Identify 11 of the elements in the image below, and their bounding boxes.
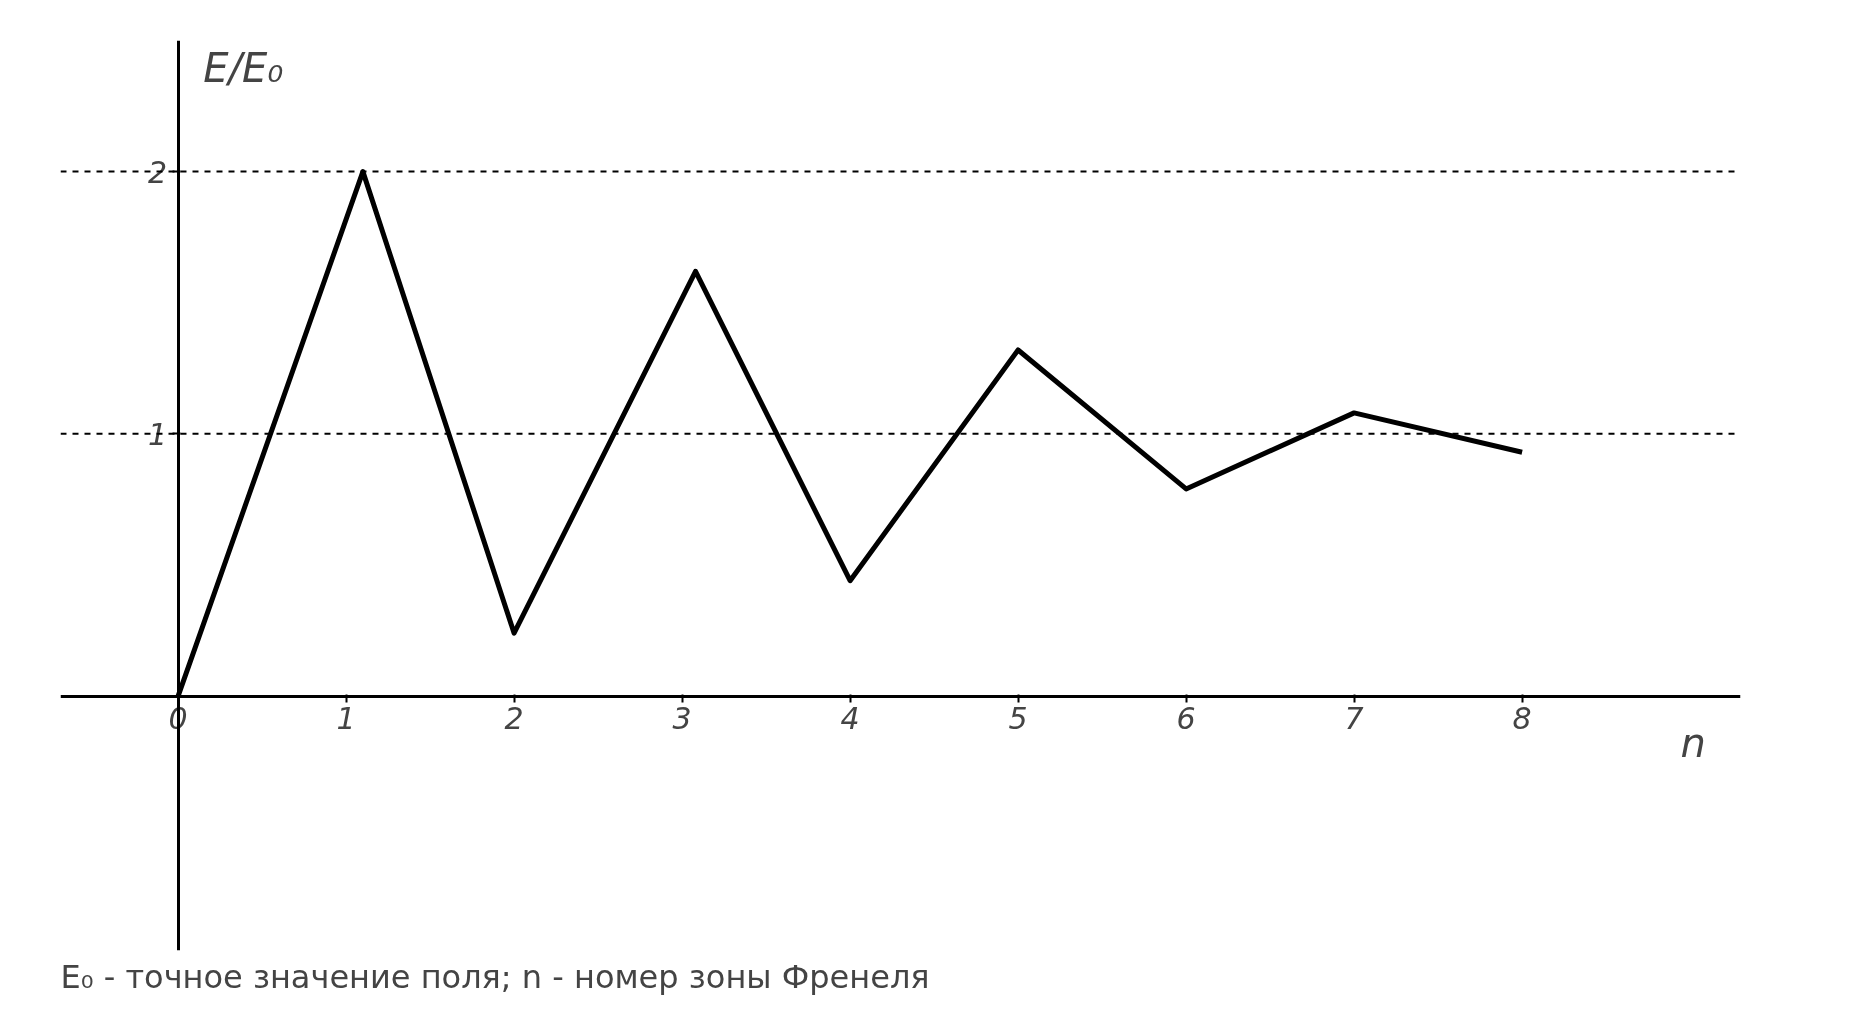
x-tick-label: 7 — [1344, 701, 1364, 737]
x-tick-label: 4 — [840, 701, 860, 737]
x-axis-title: n — [1680, 720, 1706, 767]
x-tick-label: 1 — [336, 701, 356, 737]
x-tick-label: 3 — [672, 701, 692, 737]
x-tick-label: 8 — [1512, 701, 1532, 737]
x-tick-label: 2 — [504, 701, 524, 737]
y-axis-title: E/E₀ — [203, 44, 284, 91]
x-tick-label: 6 — [1176, 701, 1196, 737]
text: E₀ - точное значение поля; n - номер зоны Френеля — [60, 957, 930, 996]
x-tick-label: 5 — [1008, 701, 1028, 737]
